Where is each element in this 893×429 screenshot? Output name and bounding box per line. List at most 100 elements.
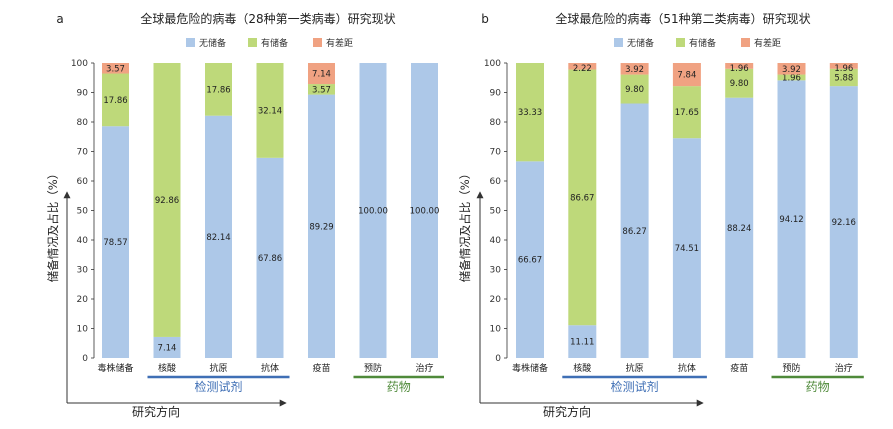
- data-label: 100.00: [410, 207, 440, 217]
- bar-segment-none: [672, 138, 701, 358]
- y-tick-label: 100: [71, 59, 88, 69]
- group-label: 检测试剂: [611, 379, 659, 394]
- x-category-label: 抗体: [678, 362, 696, 374]
- legend-swatch-has: [248, 38, 257, 47]
- bar-segment-has: [205, 63, 232, 116]
- data-label: 66.67: [518, 256, 542, 266]
- x-category-label: 抗原: [209, 362, 227, 374]
- bar-segment-has: [153, 63, 181, 337]
- bar-segment-has: [829, 68, 858, 87]
- data-label: 3.92: [625, 65, 644, 75]
- bar-segment-diff: [102, 63, 129, 74]
- y-tick-label: 40: [490, 236, 502, 246]
- bar-segment-diff: [777, 63, 806, 75]
- bar-segment-none: [102, 126, 129, 358]
- x-axis-title: 研究方向: [132, 404, 180, 419]
- data-label: 5.88: [834, 73, 853, 83]
- data-label: 100.00: [358, 207, 388, 217]
- bar-segment-none: [153, 336, 181, 358]
- panel-letter: b: [481, 12, 489, 26]
- data-label: 7.14: [158, 343, 177, 353]
- y-tick-label: 70: [77, 148, 89, 158]
- data-label: 88.24: [727, 224, 751, 234]
- data-label: 94.12: [779, 215, 803, 225]
- x-category-label: 核酸: [573, 362, 591, 374]
- y-tick-label: 90: [490, 89, 502, 99]
- bar-segment-none: [620, 103, 649, 358]
- y-tick-label: 100: [484, 59, 501, 69]
- bar-segment-diff: [568, 63, 597, 70]
- legend-label-diff: 有差距: [754, 37, 781, 49]
- legend-swatch-diff: [741, 38, 750, 47]
- x-category-label: 治疗: [415, 362, 433, 374]
- data-label: 32.14: [258, 106, 282, 116]
- data-label: 3.57: [312, 85, 331, 95]
- x-category-label: 核酸: [158, 362, 176, 374]
- y-tick-label: 50: [490, 207, 502, 217]
- bar-segment-none: [359, 63, 387, 358]
- chart-title: 全球最危险的病毒（28种第一类病毒）研究现状: [140, 11, 395, 26]
- x-category-label: 治疗: [835, 362, 853, 374]
- y-tick-label: 30: [77, 266, 89, 276]
- y-tick-label: 40: [77, 236, 89, 246]
- bar-segment-has: [568, 69, 597, 326]
- data-label: 92.86: [155, 196, 179, 206]
- data-label: 9.80: [625, 85, 644, 95]
- x-category-label: 抗体: [261, 362, 279, 374]
- data-label: 17.86: [103, 96, 127, 106]
- bar-segment-has: [102, 73, 129, 127]
- data-label: 74.51: [675, 244, 699, 254]
- bar-segment-has: [256, 63, 284, 158]
- y-tick-label: 30: [490, 266, 502, 276]
- y-tick-label: 20: [77, 295, 89, 305]
- x-category-label: 毒株储备: [97, 362, 133, 374]
- x-category-label: 毒株储备: [512, 362, 548, 374]
- x-category-label: 预防: [364, 362, 382, 374]
- group-label: 检测试剂: [194, 379, 242, 394]
- y-tick-label: 60: [490, 177, 502, 187]
- data-label: 1.96: [730, 64, 749, 74]
- bar-segment-has: [308, 84, 335, 95]
- bar-segment-none: [411, 63, 438, 358]
- y-tick-label: 20: [490, 295, 502, 305]
- y-axis-title: 储备情况及占比（%）: [458, 168, 472, 282]
- data-label: 33.33: [518, 108, 542, 118]
- legend-label-none: 无储备: [199, 37, 226, 49]
- legend-label-has: 有储备: [261, 37, 288, 49]
- y-tick-label: 60: [77, 177, 89, 187]
- legend-swatch-none: [614, 38, 623, 47]
- bar-segment-none: [568, 325, 597, 358]
- y-tick-label: 70: [490, 148, 502, 158]
- x-category-label: 疫苗: [312, 362, 330, 374]
- y-tick-label: 90: [77, 89, 89, 99]
- data-label: 1.96: [782, 73, 801, 83]
- legend-label-diff: 有差距: [326, 37, 353, 49]
- bar-segment-none: [725, 97, 754, 358]
- bar-segment-none: [516, 161, 544, 358]
- x-category-label: 预防: [782, 362, 800, 374]
- legend-label-has: 有储备: [689, 37, 716, 49]
- bar-segment-none: [829, 86, 858, 359]
- panel-letter: a: [56, 12, 63, 26]
- bar-segment-none: [308, 94, 335, 359]
- data-label: 9.80: [730, 79, 749, 89]
- bar-segment-has: [672, 86, 701, 139]
- bar-segment-none: [205, 115, 232, 358]
- data-label: 11.11: [570, 338, 594, 348]
- bar-segment-diff: [620, 63, 649, 75]
- data-label: 89.29: [309, 222, 333, 232]
- bar-segment-none: [777, 80, 806, 358]
- y-tick-label: 0: [82, 354, 88, 364]
- data-label: 3.92: [782, 65, 801, 75]
- data-label: 82.14: [206, 233, 230, 243]
- data-label: 7.84: [677, 71, 696, 81]
- data-label: 67.86: [258, 254, 282, 264]
- bar-segment-has: [620, 74, 649, 104]
- x-category-label: 疫苗: [730, 362, 748, 374]
- y-tick-label: 10: [77, 325, 89, 335]
- y-tick-label: 10: [490, 325, 502, 335]
- bar-segment-diff: [308, 63, 335, 85]
- y-axis-title: 储备情况及占比（%）: [46, 168, 60, 282]
- y-tick-label: 50: [77, 207, 89, 217]
